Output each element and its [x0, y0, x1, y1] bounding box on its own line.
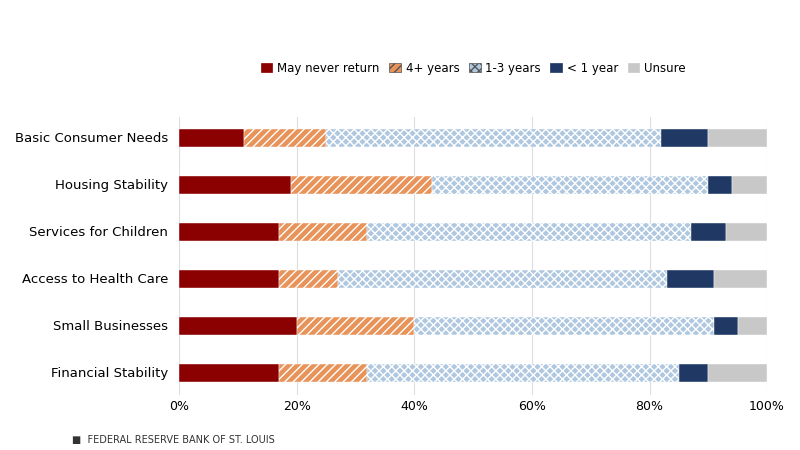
- Bar: [414, 317, 714, 335]
- Legend: May never return, 4+ years, 1-3 years, < 1 year, Unsure: May never return, 4+ years, 1-3 years, <…: [261, 62, 686, 75]
- Bar: [338, 270, 667, 288]
- Bar: [714, 270, 767, 288]
- Bar: [726, 223, 767, 241]
- Bar: [708, 176, 732, 194]
- Bar: [297, 317, 414, 335]
- Bar: [708, 130, 767, 147]
- Text: ■  FEDERAL RESERVE BANK OF ST. LOUIS: ■ FEDERAL RESERVE BANK OF ST. LOUIS: [72, 436, 274, 446]
- Bar: [179, 270, 279, 288]
- Bar: [279, 223, 367, 241]
- Bar: [244, 130, 326, 147]
- Bar: [367, 223, 690, 241]
- Bar: [179, 223, 279, 241]
- Bar: [432, 176, 708, 194]
- Bar: [662, 130, 708, 147]
- Bar: [179, 176, 291, 194]
- Bar: [738, 317, 767, 335]
- Bar: [291, 176, 432, 194]
- Bar: [679, 364, 708, 382]
- Bar: [279, 364, 367, 382]
- Bar: [367, 364, 679, 382]
- Bar: [179, 317, 297, 335]
- Bar: [179, 364, 279, 382]
- Bar: [279, 270, 338, 288]
- Bar: [690, 223, 726, 241]
- Bar: [714, 317, 738, 335]
- Bar: [732, 176, 767, 194]
- Bar: [326, 130, 662, 147]
- Bar: [179, 130, 244, 147]
- Bar: [667, 270, 714, 288]
- Bar: [708, 364, 767, 382]
